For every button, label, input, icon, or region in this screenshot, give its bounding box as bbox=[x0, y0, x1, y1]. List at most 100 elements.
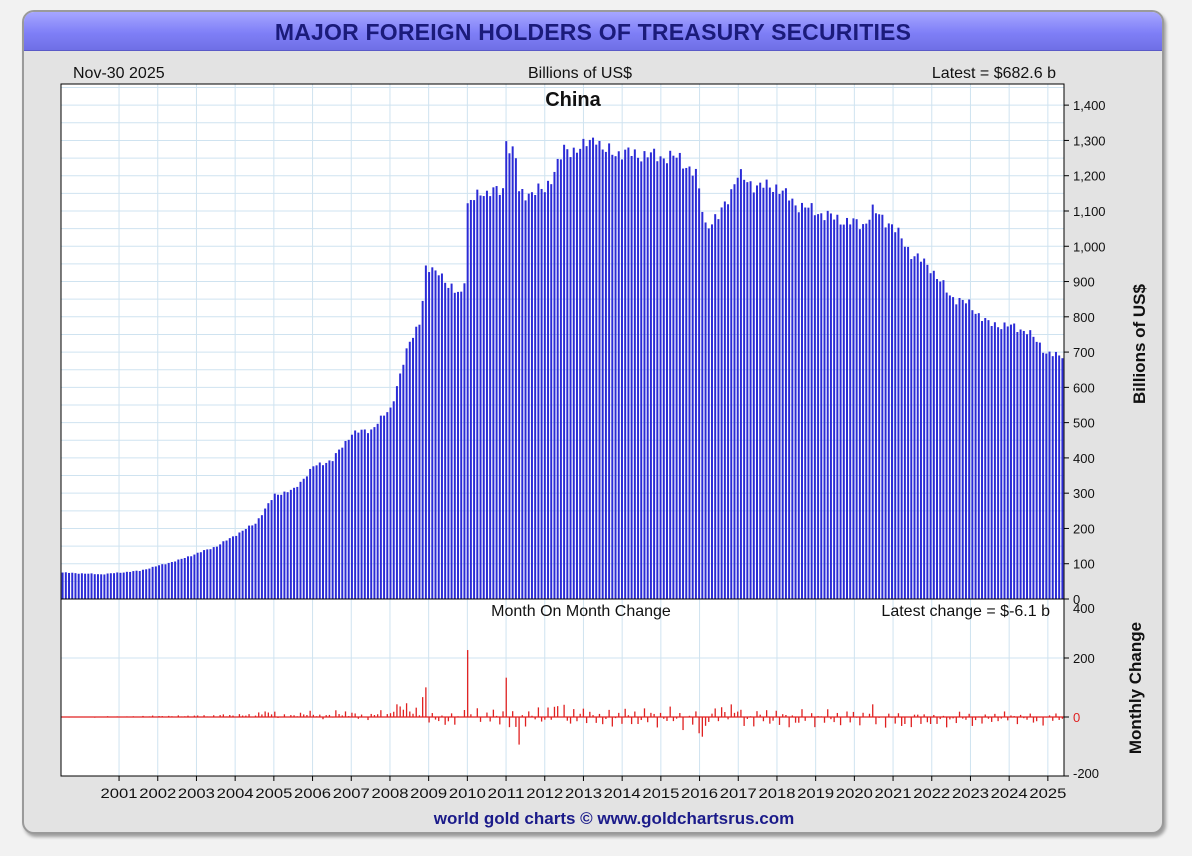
holdings-bar bbox=[508, 153, 511, 600]
x-tick-label: 2024 bbox=[991, 785, 1028, 801]
holdings-bar bbox=[151, 566, 154, 599]
change-plot-border bbox=[60, 598, 1065, 777]
x-tick-label: 2011 bbox=[488, 785, 525, 801]
holdings-bar bbox=[90, 573, 93, 599]
holdings-bar bbox=[550, 184, 553, 599]
holdings-bar bbox=[701, 211, 704, 599]
holdings-y-tick-label: 1,200 bbox=[1073, 169, 1106, 184]
holdings-bar bbox=[518, 191, 521, 599]
holdings-bar bbox=[473, 200, 476, 599]
change-y-axis-title: Monthly Change bbox=[1126, 622, 1145, 754]
holdings-bar bbox=[80, 573, 83, 599]
chart-title: MAJOR FOREIGN HOLDERS OF TREASURY SECURI… bbox=[274, 19, 912, 45]
holdings-bar bbox=[408, 341, 411, 599]
holdings-y-tick-label: 500 bbox=[1073, 416, 1095, 431]
holdings-bar bbox=[1022, 330, 1025, 599]
change-title: Month On Month Change bbox=[491, 603, 671, 620]
title-bar: MAJOR FOREIGN HOLDERS OF TREASURY SECURI… bbox=[24, 12, 1162, 51]
holdings-bar bbox=[350, 434, 353, 599]
holdings-bar bbox=[489, 196, 492, 600]
x-tick-label: 2009 bbox=[410, 785, 447, 801]
holdings-bar bbox=[450, 283, 453, 599]
holdings-bar bbox=[624, 149, 627, 599]
holdings-bar bbox=[180, 558, 183, 599]
holdings-bar bbox=[376, 423, 379, 599]
holdings-bar bbox=[367, 433, 369, 599]
holdings-bar bbox=[170, 562, 173, 599]
holdings-bar bbox=[842, 224, 845, 599]
holdings-y-tick-label: 600 bbox=[1073, 380, 1095, 395]
holdings-bar bbox=[752, 192, 755, 599]
holdings-bar bbox=[756, 185, 758, 599]
holdings-bar bbox=[887, 223, 890, 599]
holdings-bar bbox=[846, 217, 848, 599]
holdings-bar bbox=[868, 219, 871, 600]
holdings-bar bbox=[926, 264, 929, 599]
holdings-bar bbox=[286, 492, 289, 599]
holdings-bar bbox=[630, 155, 633, 600]
holdings-bar bbox=[964, 303, 967, 599]
holdings-bar bbox=[804, 207, 807, 599]
holdings-y-tick-label: 1,000 bbox=[1073, 239, 1106, 254]
holdings-bar bbox=[794, 205, 797, 599]
holdings-bar bbox=[267, 503, 270, 599]
holdings-bar bbox=[707, 228, 710, 599]
holdings-bar bbox=[833, 219, 836, 599]
holdings-bar bbox=[395, 386, 398, 599]
x-tick-label: 2001 bbox=[101, 785, 138, 801]
holdings-bar bbox=[405, 348, 408, 599]
holdings-bar bbox=[447, 287, 450, 599]
change-y-tick-label: 0 bbox=[1073, 710, 1080, 725]
holdings-bar bbox=[1038, 342, 1041, 599]
holdings-bar bbox=[797, 212, 800, 599]
x-tick-label: 2005 bbox=[255, 785, 292, 801]
holdings-bar bbox=[164, 564, 167, 599]
holdings-bar bbox=[881, 214, 884, 599]
holdings-bar bbox=[817, 214, 820, 600]
x-tick-label: 2003 bbox=[178, 785, 215, 801]
holdings-bar bbox=[141, 569, 144, 599]
holdings-bar bbox=[968, 299, 971, 599]
holdings-bar bbox=[302, 478, 305, 599]
holdings-bar bbox=[444, 282, 447, 599]
holdings-bar bbox=[1058, 355, 1061, 599]
holdings-bar bbox=[874, 213, 877, 599]
holdings-bar bbox=[186, 556, 189, 599]
holdings-bar bbox=[547, 180, 550, 599]
holdings-bar bbox=[325, 462, 328, 599]
holdings-bar bbox=[190, 556, 193, 599]
holdings-bar bbox=[862, 224, 865, 599]
x-tick-label: 2007 bbox=[333, 785, 370, 801]
holdings-bar bbox=[672, 155, 675, 599]
holdings-bar bbox=[331, 461, 334, 599]
holdings-bar bbox=[334, 453, 337, 599]
holdings-bar bbox=[154, 566, 157, 599]
holdings-y-tick-label: 900 bbox=[1073, 275, 1095, 290]
holdings-bar bbox=[530, 192, 533, 599]
holdings-bar bbox=[158, 565, 161, 599]
holdings-bar bbox=[431, 267, 434, 599]
holdings-bar bbox=[710, 224, 713, 599]
holdings-bar bbox=[682, 168, 685, 599]
holdings-bar bbox=[244, 529, 247, 599]
holdings-bar bbox=[662, 158, 665, 599]
holdings-bar bbox=[730, 189, 733, 599]
holdings-bar bbox=[328, 460, 331, 599]
holdings-bar bbox=[309, 468, 312, 599]
x-tick-label: 2008 bbox=[371, 785, 408, 801]
holdings-bar bbox=[174, 561, 177, 599]
holdings-bar bbox=[836, 214, 839, 600]
holdings-bar bbox=[871, 204, 874, 599]
footer-credit: world gold charts © www.goldchartsrus.co… bbox=[433, 809, 794, 828]
holdings-bar bbox=[199, 552, 202, 599]
holdings-bar bbox=[135, 570, 138, 599]
holdings-bar bbox=[585, 146, 588, 599]
holdings-y-tick-label: 1,400 bbox=[1073, 98, 1106, 113]
holdings-bar bbox=[717, 219, 720, 599]
holdings-bar bbox=[225, 540, 228, 599]
holdings-plot-area bbox=[61, 84, 1064, 599]
holdings-bar bbox=[720, 207, 723, 599]
holdings-bar bbox=[293, 487, 296, 599]
holdings-bar bbox=[145, 569, 148, 599]
holdings-bar bbox=[196, 552, 199, 599]
